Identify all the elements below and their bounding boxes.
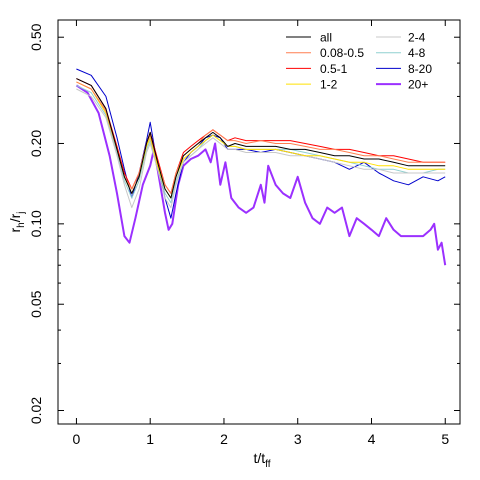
legend-label-2-4: 2-4	[408, 31, 426, 45]
series-line-0.08-0.5	[76, 81, 446, 194]
y-tick-label: 0.05	[28, 290, 44, 317]
x-tick-label: 4	[368, 431, 376, 447]
x-tick-label: 3	[294, 431, 302, 447]
x-tick-label: 2	[220, 431, 228, 447]
axes-layer: 0 1 2 3 4 5 0.02 0.05 0.10 0.20 0.50	[28, 19, 461, 447]
series-line-20+	[75, 84, 447, 266]
y-tick-label: 0.20	[28, 130, 44, 157]
plot-frame	[57, 19, 461, 425]
x-tick-label: 0	[73, 431, 81, 447]
legend-label-8-20: 8-20	[408, 62, 432, 76]
y-tick-label: 0.50	[28, 23, 44, 50]
legend-label-0.08-0.5: 0.08-0.5	[320, 46, 364, 60]
series-layer	[75, 68, 447, 266]
legend-label-1-2: 1-2	[320, 78, 338, 92]
legend-label-4-8: 4-8	[408, 46, 426, 60]
x-tick-label: 5	[441, 431, 449, 447]
y-axis-label: rh/rj	[7, 211, 27, 232]
series-line-8-20	[76, 68, 446, 219]
series-line-all	[76, 78, 446, 199]
legend-label-all: all	[320, 31, 332, 45]
series-line-2-4	[76, 88, 446, 209]
x-axis-label: t/tff	[253, 450, 270, 470]
legend-label-20+: 20+	[408, 78, 428, 92]
legend-label-0.5-1: 0.5-1	[320, 62, 348, 76]
x-tick-label: 1	[146, 431, 154, 447]
y-tick-label: 0.02	[28, 397, 44, 424]
y-tick-label: 0.10	[28, 210, 44, 237]
